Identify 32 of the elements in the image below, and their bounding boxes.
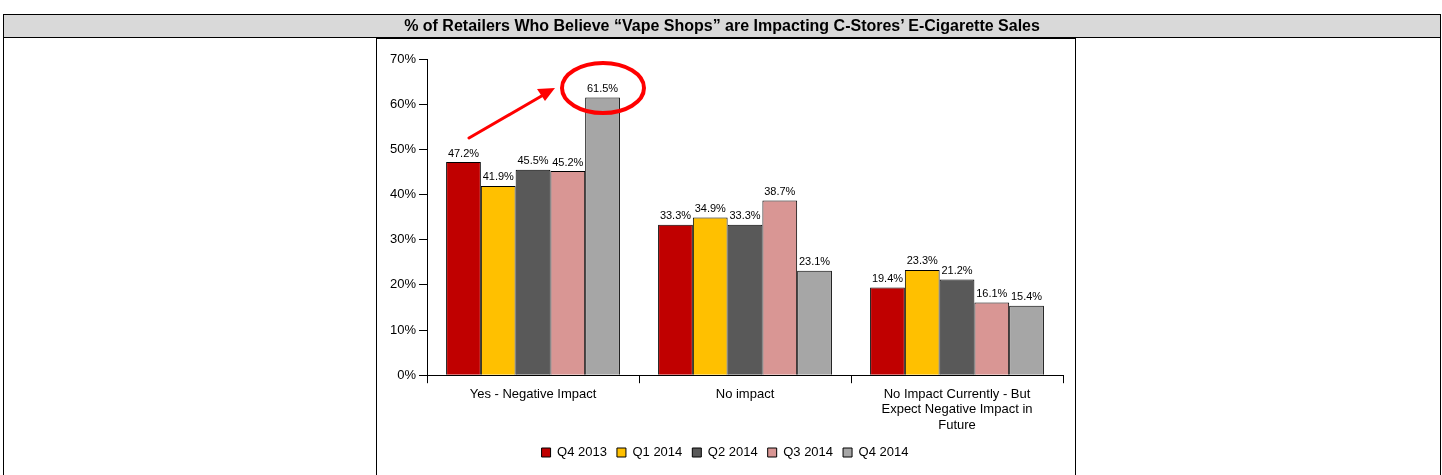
legend-label: Q3 2014: [783, 444, 834, 460]
data-label: 15.4%: [1010, 290, 1043, 303]
data-label: 47.2%: [447, 146, 480, 159]
data-label: 45.5%: [517, 154, 549, 167]
data-label: 34.9%: [694, 202, 727, 215]
x-tick-label: No Impact Currently - But Expect Negative Impact in Future: [881, 385, 1033, 432]
legend-label: Q4 2013: [557, 444, 607, 460]
data-label: 38.7%: [764, 184, 796, 197]
data-label: 41.9%: [482, 170, 515, 183]
data-label: 45.2%: [552, 155, 584, 168]
y-tick-label: 0%: [397, 366, 417, 382]
y-tick-label: 10%: [389, 321, 417, 337]
legend-label: Q2 2014: [707, 444, 758, 460]
x-tick-label: Yes - Negative Impact: [469, 385, 597, 401]
data-label: 19.4%: [871, 272, 904, 285]
x-tick-label: No impact: [715, 385, 775, 401]
data-label: 23.3%: [906, 254, 939, 267]
y-tick-label: 60%: [389, 95, 417, 111]
legend-label: Q1 2014: [632, 444, 683, 460]
y-tick-label: 70%: [389, 50, 417, 66]
data-label: 23.1%: [798, 255, 831, 268]
chart-title: % of Retailers Who Believe “Vape Shops” are Impacting C-Stores’ E-Cigarette Sales: [4, 15, 1440, 38]
data-label: 33.3%: [729, 209, 761, 222]
y-tick-label: 30%: [389, 231, 417, 247]
y-tick-label: 20%: [389, 276, 417, 292]
data-label: 33.3%: [659, 209, 692, 222]
legend-label: Q4 2014: [858, 444, 909, 460]
y-tick-label: 40%: [389, 186, 417, 202]
data-label: 61.5%: [586, 81, 619, 94]
y-tick-label: 50%: [389, 140, 417, 156]
data-label: 16.1%: [976, 287, 1008, 300]
data-label: 21.2%: [941, 263, 973, 276]
